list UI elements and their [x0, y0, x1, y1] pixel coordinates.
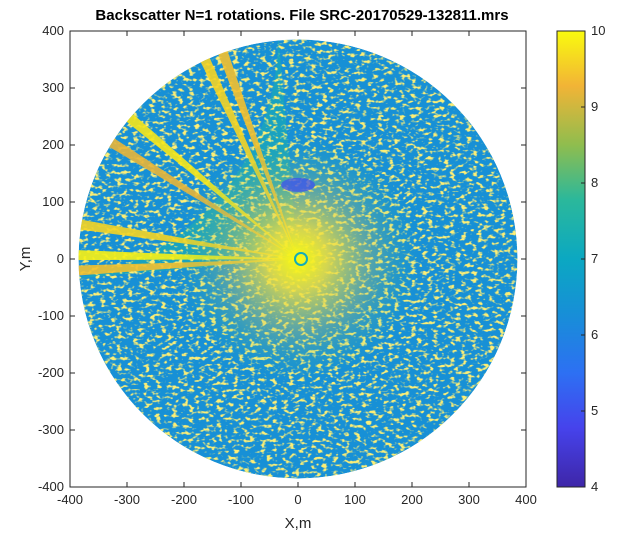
x-tick-label: -300: [114, 492, 140, 507]
center-glow: [177, 138, 419, 380]
center-marker: [294, 252, 308, 266]
y-axis: 400 300 200 100 0 -100 -200 -300 -400: [38, 23, 526, 494]
y-tick-label: 200: [42, 137, 64, 152]
x-tick-label: 0: [294, 492, 301, 507]
y-axis-label: Y,m: [17, 247, 34, 272]
x-axis: -400 -300 -200 -100 0 100 200 300 400: [57, 31, 537, 507]
colorbar-tick-label: 10: [591, 23, 605, 38]
y-tick-label: -400: [38, 479, 64, 494]
y-tick-label: 100: [42, 194, 64, 209]
colorbar-tick-label: 8: [591, 175, 598, 190]
y-tick-label: -300: [38, 422, 64, 437]
x-tick-label: -200: [171, 492, 197, 507]
colorbar-tick-label: 4: [591, 479, 598, 494]
y-tick-label: -100: [38, 308, 64, 323]
colorbar: [556, 30, 586, 488]
colorbar-tick-label: 7: [591, 251, 598, 266]
x-tick-label: 200: [401, 492, 423, 507]
x-axis-label: X,m: [285, 515, 312, 532]
x-tick-label: -100: [228, 492, 254, 507]
colorbar-tick-label: 5: [591, 403, 598, 418]
y-tick-label: -200: [38, 365, 64, 380]
x-tick-label: 400: [515, 492, 537, 507]
colorbar-tick-label: 9: [591, 99, 598, 114]
x-tick-label: 100: [344, 492, 366, 507]
chart-title: Backscatter N=1 rotations. File SRC-2017…: [95, 7, 508, 24]
colorbar-ticks: 10 9 8 7 6 5 4: [581, 23, 605, 494]
x-tick-label: -400: [57, 492, 83, 507]
y-tick-label: 300: [42, 80, 64, 95]
colorbar-tick-label: 6: [591, 327, 598, 342]
y-tick-label: 400: [42, 23, 64, 38]
x-tick-label: 300: [458, 492, 480, 507]
dark-patch: [281, 177, 315, 192]
backscatter-disc: [78, 39, 518, 479]
y-tick-label: 0: [57, 251, 64, 266]
